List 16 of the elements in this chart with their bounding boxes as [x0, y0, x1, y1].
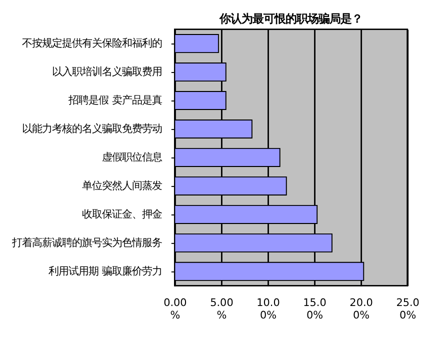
y-tick-label: 收取保证金、押金 — [82, 208, 162, 220]
x-tick-label: 0.00% — [164, 297, 187, 322]
x-tick-label: 20.00% — [350, 297, 373, 322]
y-tick-label: 招聘是假 卖产品是真 — [68, 94, 162, 106]
y-tick-label: 利用试用期 骗取廉价劳力 — [48, 265, 162, 278]
x-tick-label: 25.00% — [396, 297, 420, 322]
y-tick-label: 虚假职位信息 — [102, 151, 162, 164]
x-tick-label: 10.00% — [256, 297, 280, 322]
y-tick-label: 以能力考核的名义骗取免费劳动 — [22, 122, 162, 135]
x-tick-label: 5.00% — [210, 297, 234, 322]
y-tick-label: 以入职培训名义骗取费用 — [52, 66, 162, 78]
y-tick-label: 不按规定提供有关保险和福利的 — [22, 37, 162, 50]
chart-title: 你认为最可恨的职场骗局是？ — [218, 12, 363, 26]
x-tick-label: 15.00% — [303, 297, 326, 322]
y-tick-label: 单位突然人间蒸发 — [82, 180, 162, 192]
y-tick-label: 打着高薪诚聘的旗号实为色情服务 — [10, 236, 162, 249]
